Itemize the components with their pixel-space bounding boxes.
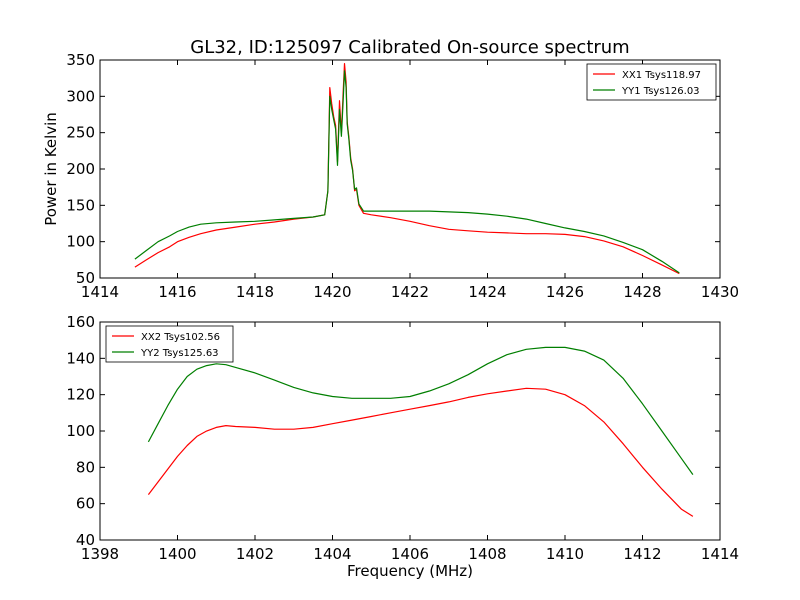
bot-y-tick-label: 100 xyxy=(66,422,95,440)
bot-series-line-green xyxy=(147,346,694,475)
bottom-plot-frame xyxy=(99,321,721,541)
bot-y-tick-label: 60 xyxy=(76,495,95,513)
bot-x-tick-label: 1404 xyxy=(313,545,351,563)
bot-x-tick-label: 1406 xyxy=(391,545,429,563)
top-y-tick-label: 200 xyxy=(66,160,95,178)
top-y-tick-label: 150 xyxy=(66,196,95,214)
top-y-axis-label: Power in Kelvin xyxy=(42,112,60,226)
bottom-legend-label-xx2: XX2 Tsys102.56 xyxy=(141,332,220,343)
bot-y-tick-label: 140 xyxy=(66,349,95,367)
top-y-tick-label: 250 xyxy=(66,124,95,142)
bot-x-tick-label: 1414 xyxy=(701,545,739,563)
top-x-tick-label: 1420 xyxy=(313,283,351,301)
bottom-legend-label-yy2: YY2 Tsys125.63 xyxy=(140,348,219,359)
top-subplot: Power in Kelvin 1414 1416 1418 1420 1422 1424… xyxy=(42,51,739,301)
bot-y-tick-label: 120 xyxy=(66,386,95,404)
top-series-lines xyxy=(134,62,680,275)
bottom-subplot: Frequency (MHz) 1398 1400 1402 1404 1406 1408… xyxy=(66,313,739,580)
bot-x-tick-label: 1402 xyxy=(236,545,274,563)
top-legend-box xyxy=(586,63,717,101)
chart-title: GL32, ID:125097 Calibrated On-source spe… xyxy=(190,37,629,58)
top-x-tick-label: 1414 xyxy=(81,283,119,301)
top-x-tick-label: 1426 xyxy=(546,283,584,301)
bot-x-tick-label: 1412 xyxy=(623,545,661,563)
bottom-x-tick-labels: 1398 1400 1402 1404 1406 1408 1410 1412 1414 xyxy=(81,545,739,563)
top-x-tick-label: 1418 xyxy=(236,283,274,301)
bot-x-tick-label: 1400 xyxy=(158,545,196,563)
bot-y-tick-label: 40 xyxy=(76,531,95,549)
top-x-tick-label: 1422 xyxy=(391,283,429,301)
top-y-tick-label: 300 xyxy=(66,87,95,105)
bot-x-tick-label: 1398 xyxy=(81,545,119,563)
top-plot-frame xyxy=(99,59,721,279)
top-y-tick-labels: 50 100 150 200 250 300 350 xyxy=(66,51,95,287)
top-x-tick-label: 1424 xyxy=(468,283,506,301)
top-y-tick-label: 350 xyxy=(66,51,95,69)
bot-x-tick-label: 1410 xyxy=(546,545,584,563)
top-x-tick-labels: 1414 1416 1418 1420 1422 1424 1426 1428 1430 xyxy=(81,283,739,301)
bot-series-line-red xyxy=(147,387,694,517)
bottom-series-lines xyxy=(147,346,694,517)
bot-y-tick-label: 160 xyxy=(66,313,95,331)
top-y-tick-label: 50 xyxy=(76,269,95,287)
top-series-line-green xyxy=(134,70,680,274)
top-legend-label-xx1: XX1 Tsys118.97 xyxy=(622,70,701,81)
bot-x-tick-label: 1408 xyxy=(468,545,506,563)
x-axis-label: Frequency (MHz) xyxy=(347,562,473,580)
top-y-tick-label: 100 xyxy=(66,233,95,251)
bottom-y-tick-labels: 40 60 80 100 120 140 160 xyxy=(66,313,95,549)
top-x-tick-label: 1430 xyxy=(701,283,739,301)
top-x-tick-label: 1416 xyxy=(158,283,196,301)
top-x-tick-label: 1428 xyxy=(623,283,661,301)
top-legend-label-yy1: YY1 Tsys126.03 xyxy=(621,86,700,97)
bottom-legend-box xyxy=(105,325,234,363)
top-legend: XX1 Tsys118.97 YY1 Tsys126.03 xyxy=(586,63,717,101)
bot-y-tick-label: 80 xyxy=(76,458,95,476)
bottom-legend: XX2 Tsys102.56 YY2 Tsys125.63 xyxy=(105,325,234,363)
